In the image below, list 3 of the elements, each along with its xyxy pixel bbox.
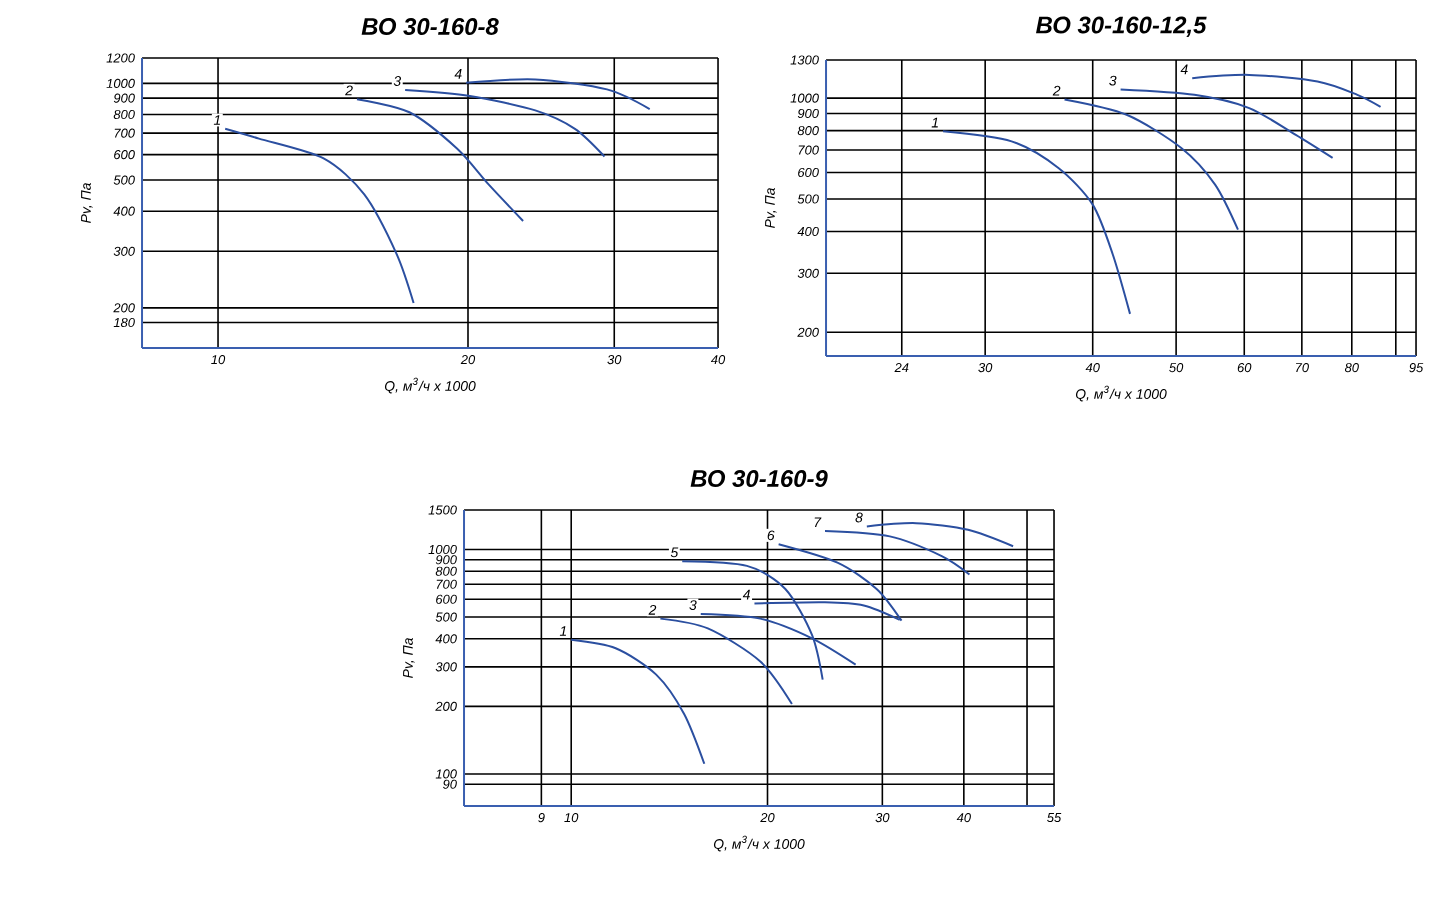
chart-title: ВО 30-160-12,5 (1036, 16, 1207, 37)
chart-title: ВО 30-160-8 (361, 18, 499, 35)
chart-title: ВО 30-160-9 (690, 470, 828, 487)
